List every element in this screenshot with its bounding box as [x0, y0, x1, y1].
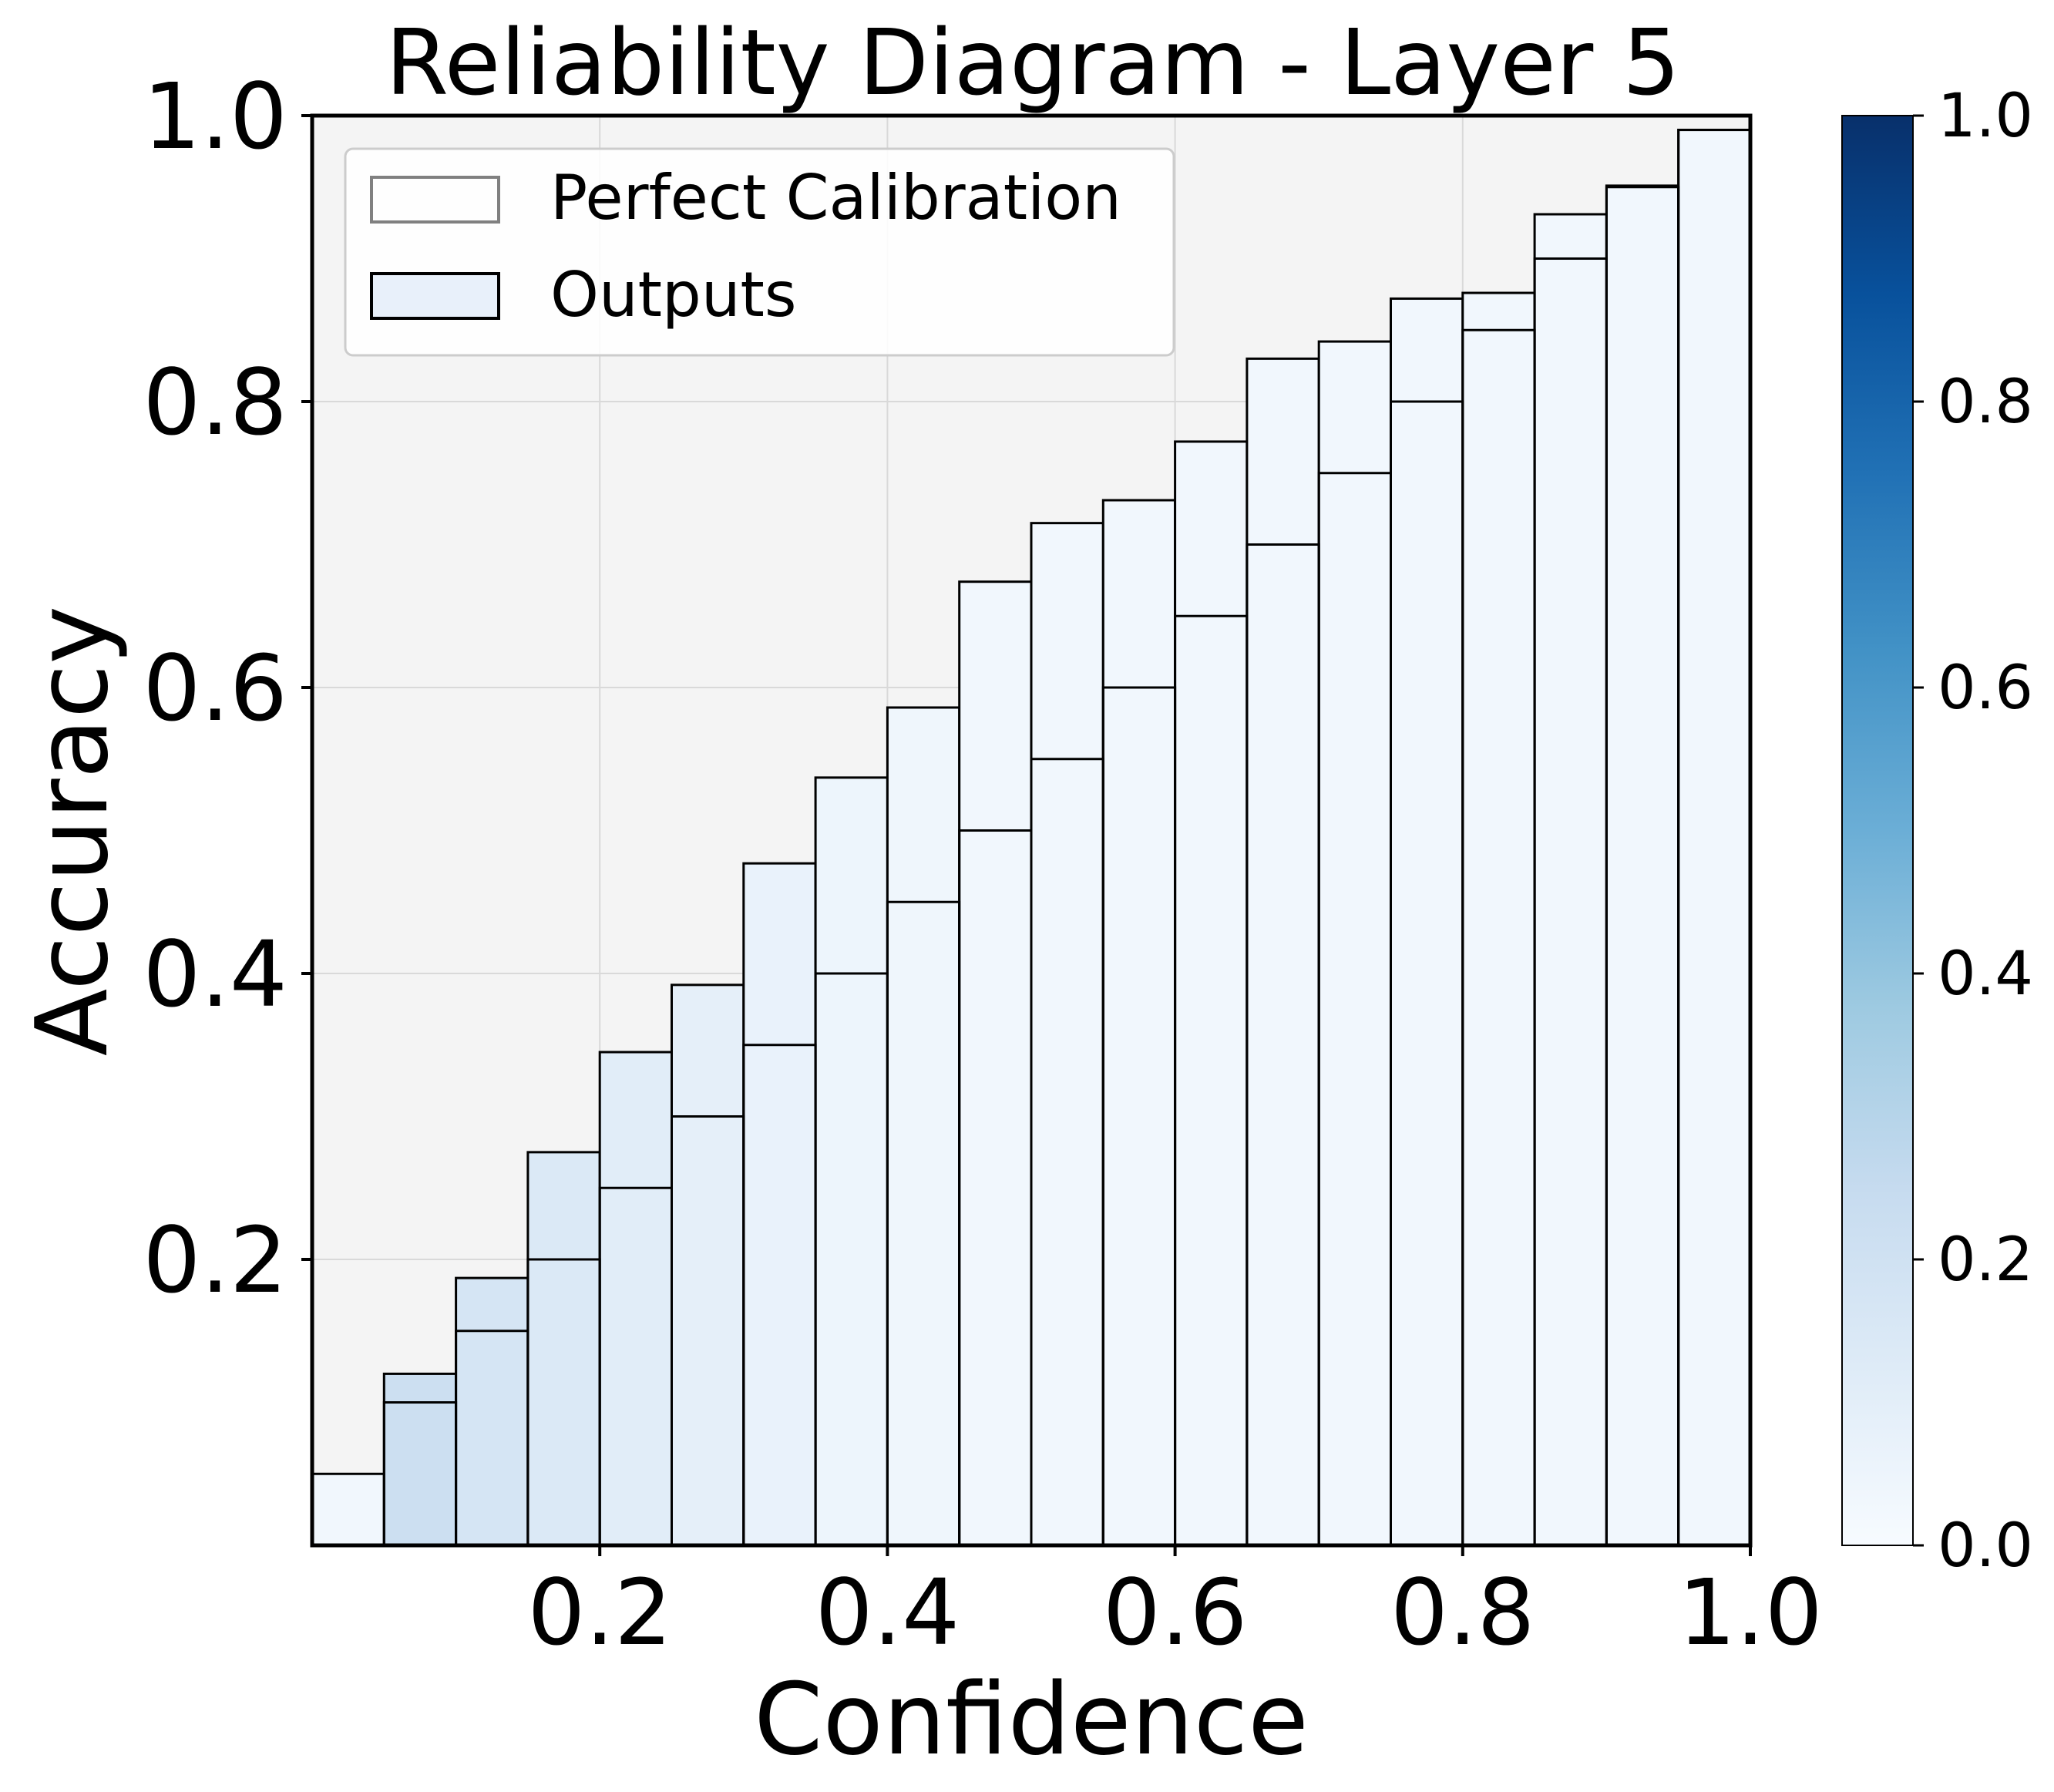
output-bar [886, 706, 961, 1547]
output-bar [1461, 291, 1536, 1547]
colorbar-tick-label: 1.0 [1938, 82, 2033, 151]
colorbar-tick-label: 0.6 [1938, 654, 2033, 723]
x-axis-label: Confidence [754, 1663, 1309, 1777]
output-bar [455, 1276, 529, 1547]
y-axis-label: Accuracy [15, 606, 130, 1056]
colorbar: 0.0 0.2 0.4 0.6 0.8 1.0 [1841, 82, 2033, 1581]
output-bar [1030, 522, 1104, 1547]
legend-box [344, 147, 1175, 357]
output-bar [1101, 499, 1177, 1547]
y-tick-label: 1.0 [143, 63, 287, 170]
colorbar-tick-label: 0.0 [1938, 1511, 2033, 1581]
x-tick-label: 1.0 [1678, 1559, 1823, 1666]
output-bar [526, 1151, 601, 1547]
colorbar-tick-label: 0.2 [1938, 1225, 2033, 1295]
colorbar-gradient [1841, 115, 1914, 1546]
output-bar [598, 1051, 674, 1547]
output-bar [1677, 129, 1752, 1547]
x-tick-label: 0.6 [1103, 1559, 1248, 1666]
output-bar [1174, 440, 1249, 1547]
output-bar [814, 776, 889, 1547]
x-axis-ticks: 0.2 0.4 0.6 0.8 1.0 [527, 1545, 1823, 1666]
output-bar [1317, 340, 1392, 1547]
output-bar [382, 1372, 458, 1547]
colorbar-tick-label: 0.4 [1938, 940, 2033, 1009]
output-bar [1605, 184, 1680, 1547]
output-bar [1246, 357, 1320, 1547]
legend-label-outputs: Outputs [550, 259, 797, 331]
legend-swatch-perfect-calibration [370, 176, 500, 224]
legend-label-perfect-calibration: Perfect Calibration [550, 162, 1121, 234]
x-tick-label: 0.4 [815, 1559, 960, 1666]
output-bar [311, 1472, 385, 1547]
legend: Perfect Calibration Outputs [344, 147, 1175, 357]
output-bars [311, 129, 1752, 1547]
colorbar-ticks: 0.0 0.2 0.4 0.6 0.8 1.0 [1913, 82, 2033, 1581]
plot-frame [310, 113, 1753, 1548]
y-tick-label: 0.2 [143, 1207, 287, 1313]
chart-title: Reliability Diagram - Layer 5 [385, 9, 1680, 116]
y-tick-label: 0.4 [143, 921, 287, 1027]
legend-swatch-outputs [370, 272, 500, 320]
output-bar [671, 983, 745, 1547]
y-tick-label: 0.6 [143, 635, 287, 741]
y-tick-label: 0.8 [143, 349, 287, 456]
output-bar [958, 580, 1033, 1547]
output-bar [742, 862, 817, 1547]
y-axis-ticks: 0.2 0.4 0.6 0.8 1.0 [143, 63, 312, 1313]
output-bar [1533, 213, 1608, 1547]
x-tick-label: 0.2 [527, 1559, 672, 1666]
colorbar-tick-label: 0.8 [1938, 368, 2033, 437]
output-bar [1390, 297, 1464, 1547]
x-tick-label: 0.8 [1390, 1559, 1535, 1666]
